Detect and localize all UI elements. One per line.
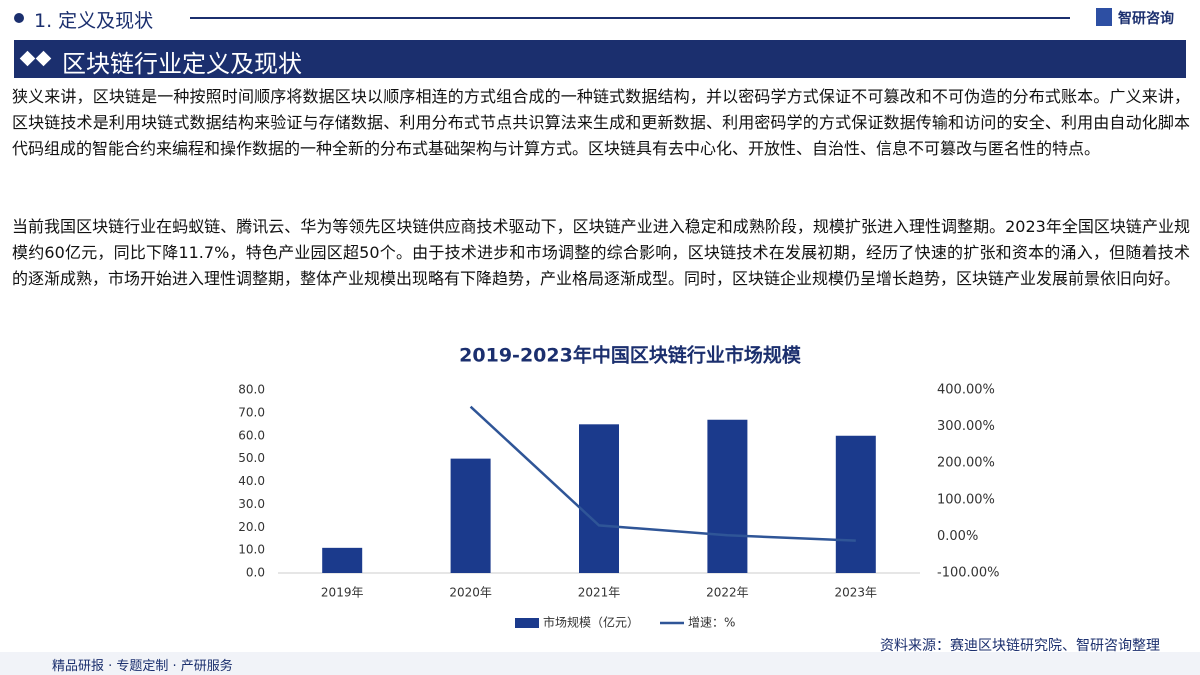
y2-tick-label: -100.00% (937, 566, 1000, 581)
header-rule (190, 17, 1070, 19)
header-dot (14, 13, 24, 23)
chart-title: 2019-2023年中国区块链行业市场规模 (459, 344, 802, 367)
y2-tick-label: 300.00% (937, 419, 995, 434)
y2-tick-label: 100.00% (937, 492, 995, 507)
y-tick-label: 70.0 (238, 405, 265, 419)
banner-title: 区块链行业定义及现状 (62, 50, 302, 78)
line (469, 405, 856, 542)
x-tick-label: 2021年 (578, 586, 621, 600)
legend-swatch (515, 618, 539, 628)
y2-tick-label: 0.00% (937, 529, 978, 544)
legend-label: 增速：% (688, 616, 735, 630)
x-tick-label: 2019年 (321, 586, 364, 600)
footer-bar (0, 652, 1200, 675)
source: 资料来源：赛迪区块链研究院、智研咨询整理 (880, 638, 1160, 654)
bar (322, 547, 363, 573)
legend-label: 市场规模（亿元） (543, 615, 639, 630)
y-tick-label: 10.0 (238, 543, 265, 557)
y2-tick-label: 400.00% (937, 383, 995, 398)
section-title: 1. 定义及现状 (34, 10, 154, 32)
y-tick-label: 80.0 (238, 383, 265, 397)
y-tick-label: 20.0 (238, 520, 265, 534)
y-tick-label: 30.0 (238, 497, 265, 511)
logo: 智研咨询 (1118, 11, 1174, 27)
y-tick-label: 50.0 (238, 451, 265, 465)
banner (14, 40, 1186, 78)
bar (579, 424, 619, 573)
y2-tick-label: 200.00% (937, 456, 995, 471)
y-tick-label: 0.0 (246, 566, 265, 580)
x-tick-label: 2022年 (706, 586, 749, 600)
bar (450, 458, 491, 573)
logo-icon (1096, 8, 1112, 26)
y-tick-label: 60.0 (238, 428, 265, 442)
y-tick-label: 40.0 (238, 474, 265, 488)
bar (707, 419, 748, 573)
bar (835, 435, 876, 573)
footer-text: 精品研报 · 专题定制 · 产研服务 (52, 659, 233, 674)
chart: 2019-2023年中国区块链行业市场规模 0.0 10.0 20.0 30.0 40.… (238, 344, 1000, 630)
x-tick-label: 2023年 (835, 586, 878, 600)
x-tick-label: 2020年 (449, 586, 492, 600)
paragraph: 当前我国区块链行业在蚂蚁链、腾讯云、华为等领先区块链供应商技术驱动下，区块链产业… (12, 217, 1190, 288)
paragraph: 狭义来讲，区块链是一种按照时间顺序将数据区块以顺序相连的方式组合成的一种链式数据… (12, 87, 1190, 158)
